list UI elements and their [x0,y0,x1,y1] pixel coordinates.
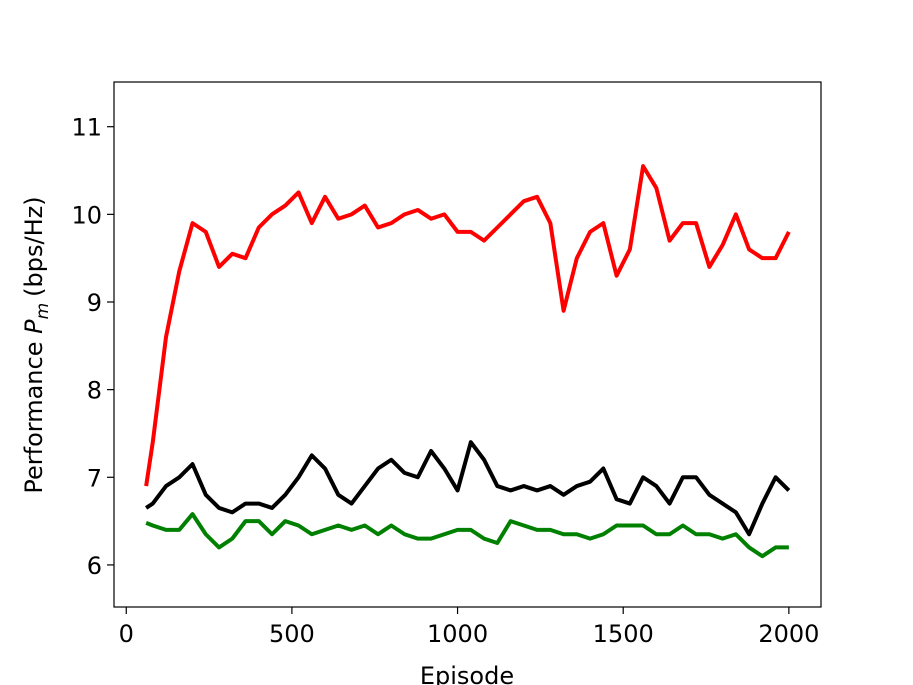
x-tick-label: 500 [269,620,315,648]
x-tick-label: 0 [119,620,134,648]
y-axis-label: Performance Pm (bps/Hz) [20,196,53,493]
x-tick-label: 1000 [427,620,488,648]
data-line [144,164,791,487]
y-tick-label: 10 [71,201,102,229]
y-label-text: Performance [20,342,48,494]
y-tick-label: 7 [87,464,102,492]
x-tick-label: 1500 [593,620,654,648]
y-label-subscript: m [33,303,53,320]
x-axis-label: Episode [420,662,514,685]
y-tick-label: 6 [87,552,102,580]
data-line [145,512,789,559]
y-label-unit: (bps/Hz) [20,196,48,296]
data-line [145,440,791,537]
plot-frame [113,81,822,608]
y-tick-label: 8 [87,377,102,405]
y-label-symbol: P [20,319,48,334]
y-tick-label: 11 [71,114,102,142]
y-tick-label: 9 [87,289,102,317]
x-tick-label: 2000 [758,620,819,648]
